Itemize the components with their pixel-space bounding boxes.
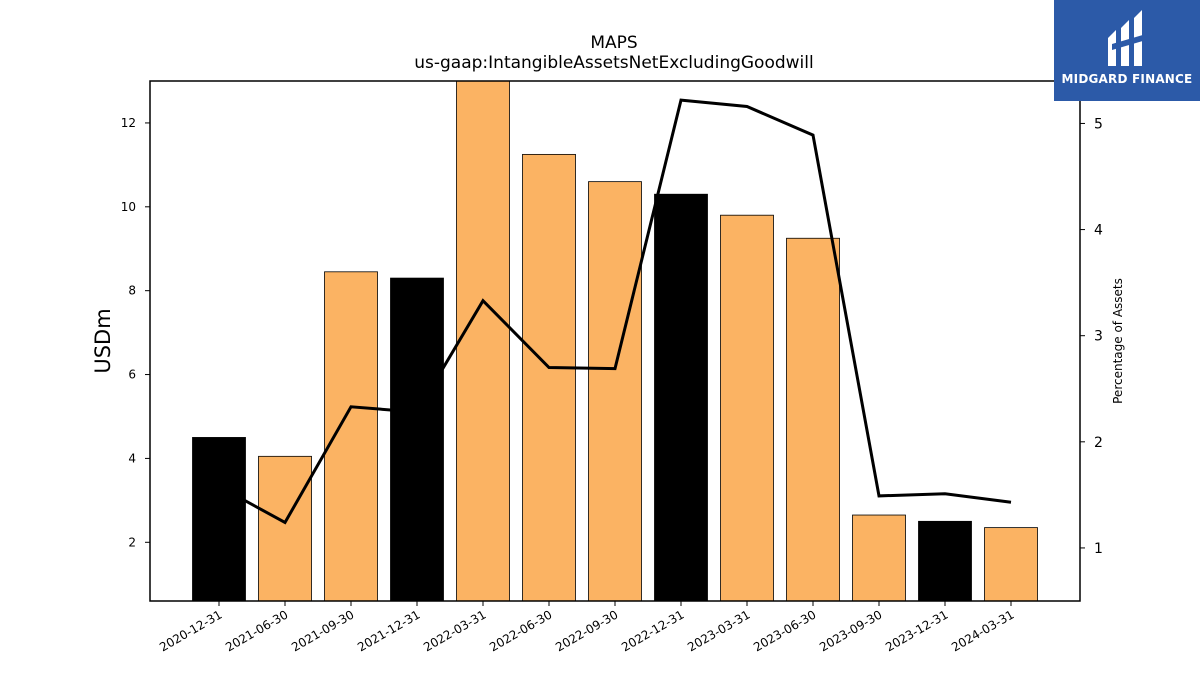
y-tick-label: 10 (121, 200, 136, 214)
logo-mark-icon (1108, 10, 1146, 66)
y2-tick-label: 5 (1094, 116, 1103, 132)
y-tick-label: 6 (128, 368, 136, 382)
x-tick-label: 2021-06-30 (223, 607, 290, 654)
y2-tick-label: 1 (1094, 541, 1103, 557)
y-tick-label: 12 (121, 116, 136, 130)
bar-2022-12-31 (654, 193, 708, 602)
x-tick-label: 2020-12-31 (157, 607, 224, 654)
y2-axis-label: Percentage of Assets (1111, 278, 1125, 404)
y2-tick-label: 3 (1094, 329, 1103, 345)
brand-name: MIDGARD FINANCE (1061, 72, 1193, 86)
x-tick-label: 2023-06-30 (751, 607, 818, 654)
bar-2024-03-31 (984, 527, 1038, 602)
y-tick-label: 8 (128, 284, 136, 298)
x-tick-label: 2024-03-31 (949, 607, 1016, 654)
bar-2022-03-31 (456, 80, 510, 602)
x-tick-label: 2022-09-30 (553, 607, 620, 654)
x-tick-label: 2023-03-31 (685, 607, 752, 654)
y-tick-label: 4 (128, 451, 136, 465)
x-tick-label: 2021-12-31 (355, 607, 422, 654)
x-tick-label: 2021-09-30 (289, 607, 356, 654)
y-axis-label: USDm (91, 308, 115, 373)
x-tick-label: 2022-06-30 (487, 607, 554, 654)
y2-tick-label: 4 (1094, 223, 1103, 239)
chart-subtitle: us-gaap:IntangibleAssetsNetExcludingGood… (414, 53, 813, 73)
brand-logo: MIDGARD FINANCE (1054, 0, 1200, 101)
x-tick-label: 2022-12-31 (619, 607, 686, 654)
y2-tick-label: 2 (1094, 435, 1103, 451)
bar-2021-12-31 (390, 277, 444, 602)
bar-2023-06-30 (786, 237, 840, 602)
x-tick-label: 2022-03-31 (421, 607, 488, 654)
bar-2023-09-30 (852, 514, 906, 602)
chart-title: MAPS (590, 33, 637, 53)
bar-2023-03-31 (720, 214, 774, 602)
x-tick-label: 2023-09-30 (817, 607, 884, 654)
bar-2020-12-31 (192, 437, 246, 602)
line-series (218, 98, 1012, 525)
bar-2021-06-30 (258, 455, 312, 602)
y-tick-label: 2 (128, 535, 136, 549)
x-tick-label: 2023-12-31 (883, 607, 950, 654)
bar-2023-12-31 (918, 520, 972, 602)
bar-2022-09-30 (588, 181, 642, 602)
bar-2022-06-30 (522, 153, 576, 602)
